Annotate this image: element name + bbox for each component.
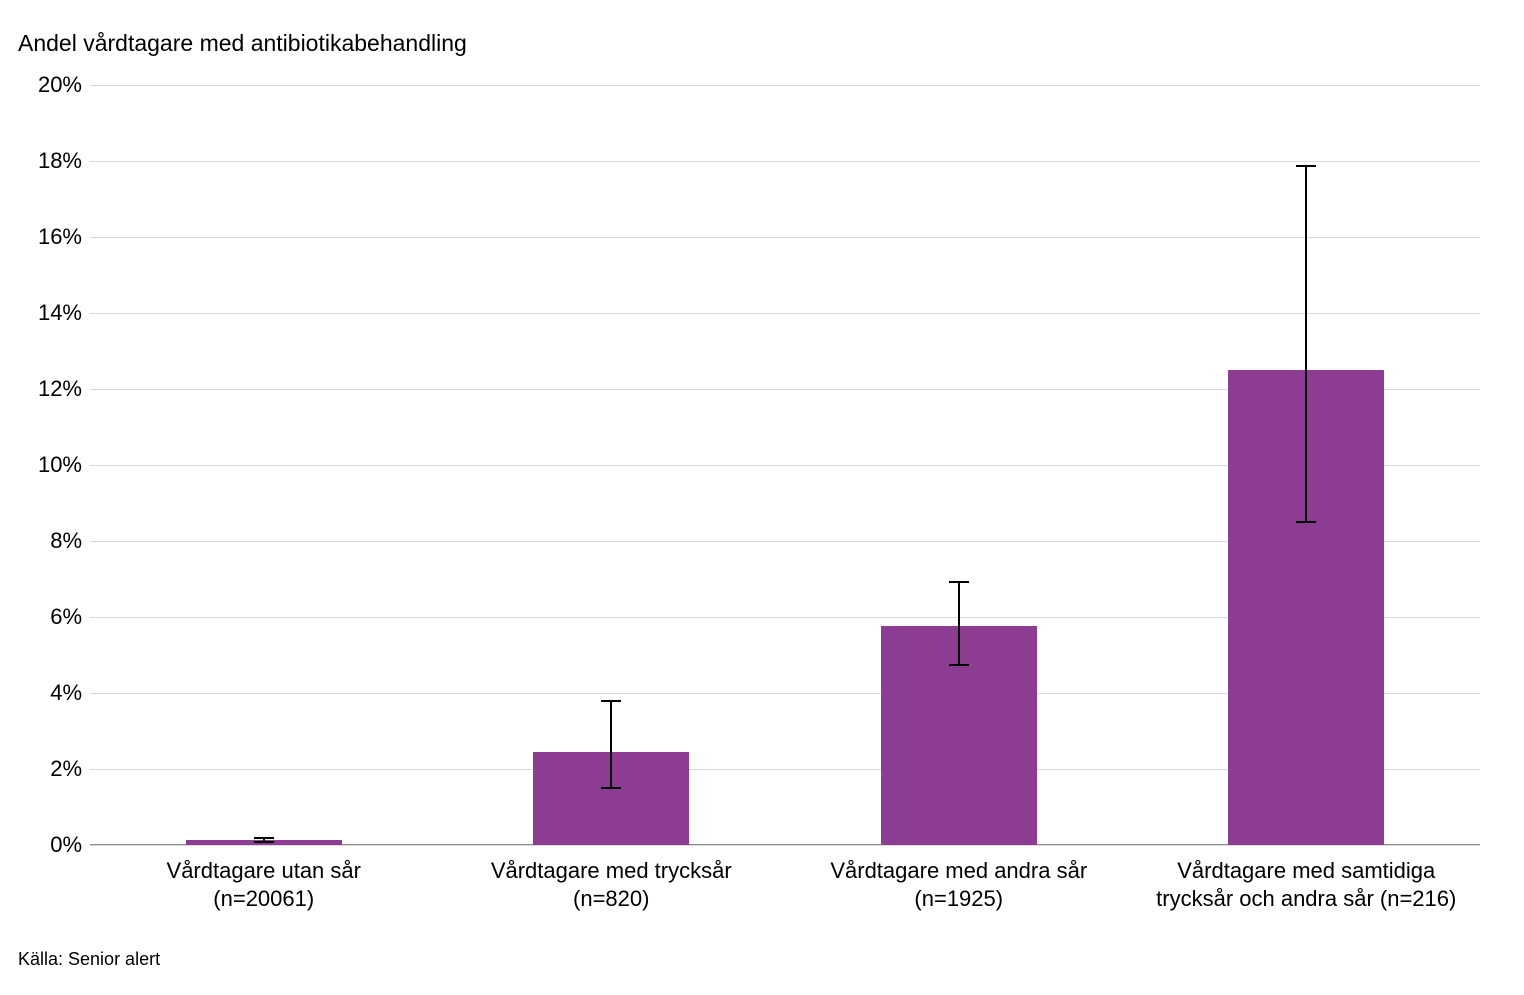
x-tick-label-line: trycksår och andra sår (n=216): [1133, 885, 1481, 913]
grid-line: [90, 845, 1480, 846]
x-tick-label-line: Vårdtagare med samtidiga: [1133, 857, 1481, 885]
y-tick-label: 14%: [12, 300, 82, 326]
grid-line: [90, 313, 1480, 314]
x-tick-label-line: (n=1925): [785, 885, 1133, 913]
grid-line: [90, 161, 1480, 162]
error-cap: [949, 581, 969, 583]
x-tick-label: Vårdtagare med andra sår(n=1925): [785, 857, 1133, 912]
y-tick-label: 10%: [12, 452, 82, 478]
error-cap: [1296, 165, 1316, 167]
x-tick-label-line: (n=820): [438, 885, 786, 913]
plot-area: [90, 85, 1480, 845]
chart-title: Andel vårdtagare med antibiotikabehandli…: [18, 30, 467, 57]
y-tick-label: 0%: [12, 832, 82, 858]
error-bar: [610, 701, 612, 788]
y-tick-label: 2%: [12, 756, 82, 782]
grid-line: [90, 85, 1480, 86]
x-tick-label-line: Vårdtagare med andra sår: [785, 857, 1133, 885]
error-cap: [1296, 521, 1316, 523]
error-bar: [1305, 166, 1307, 522]
x-tick-label: Vårdtagare utan sår(n=20061): [90, 857, 438, 912]
error-bar: [958, 582, 960, 665]
error-cap: [254, 841, 274, 843]
y-tick-label: 6%: [12, 604, 82, 630]
error-cap: [601, 700, 621, 702]
chart-container: Andel vårdtagare med antibiotikabehandli…: [0, 0, 1524, 995]
chart-source: Källa: Senior alert: [18, 949, 160, 970]
grid-line: [90, 237, 1480, 238]
x-tick-label-line: (n=20061): [90, 885, 438, 913]
error-cap: [254, 837, 274, 839]
y-tick-label: 16%: [12, 224, 82, 250]
y-tick-label: 12%: [12, 376, 82, 402]
x-tick-label-line: Vårdtagare utan sår: [90, 857, 438, 885]
y-tick-label: 8%: [12, 528, 82, 554]
error-cap: [949, 664, 969, 666]
x-tick-label: Vårdtagare med trycksår(n=820): [438, 857, 786, 912]
x-tick-label-line: Vårdtagare med trycksår: [438, 857, 786, 885]
y-tick-label: 20%: [12, 72, 82, 98]
x-tick-label: Vårdtagare med samtidigatrycksår och and…: [1133, 857, 1481, 912]
error-cap: [601, 787, 621, 789]
y-tick-label: 4%: [12, 680, 82, 706]
y-tick-label: 18%: [12, 148, 82, 174]
